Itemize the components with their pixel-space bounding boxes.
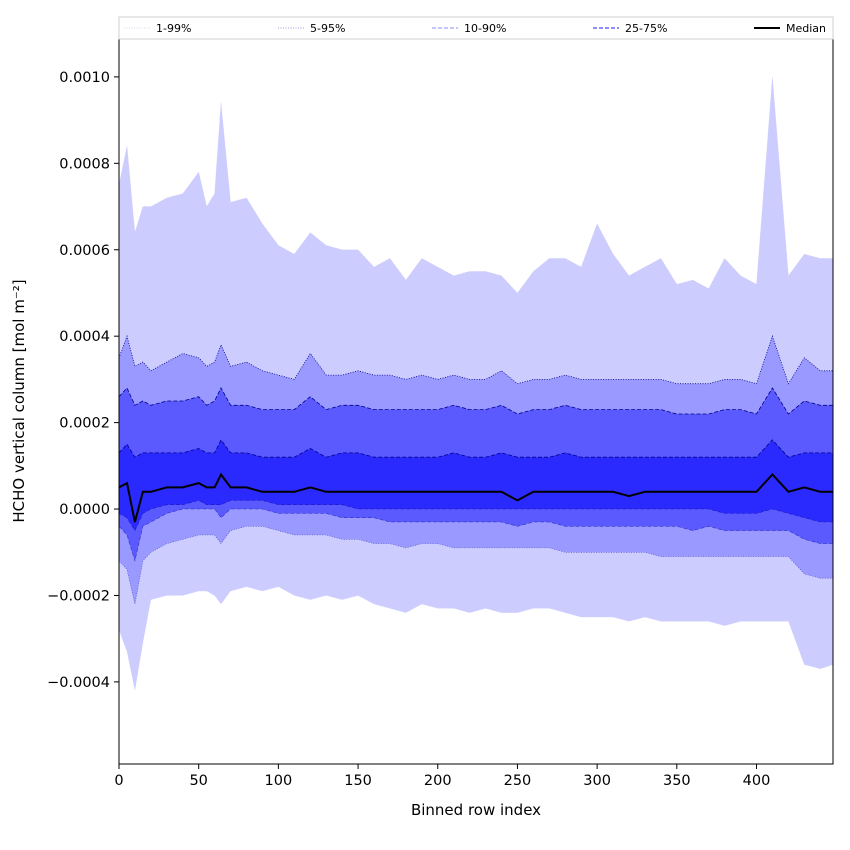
x-tick-label: 0	[114, 773, 123, 789]
x-tick-label: 250	[504, 773, 532, 789]
percentile-bands	[119, 76, 833, 691]
legend-entry-label: 5-95%	[310, 22, 345, 35]
line-5-95-lower	[118, 526, 833, 605]
y-tick-label: 0.0004	[59, 329, 110, 345]
line-10-90-lower	[118, 508, 833, 562]
legend: 1-99% 5-95% 10-90% 25-75% Median	[118, 16, 834, 40]
legend-entry-label: 25-75%	[625, 22, 667, 35]
legend-entry-label: 10-90%	[464, 22, 506, 35]
x-tick-label: 200	[424, 773, 452, 789]
x-tick-label: 100	[265, 773, 293, 789]
legend-box	[118, 16, 834, 40]
y-tick-label: 0.0006	[59, 243, 110, 259]
band-25-75	[119, 439, 833, 531]
legend-entry-label: 1-99%	[156, 22, 191, 35]
y-axis: −0.0004 −0.0002 0.0000 0.0002 0.0004 0.0006 0.…	[47, 70, 119, 691]
y-tick-label: 0.0000	[59, 502, 110, 518]
x-tick-label: 350	[663, 773, 691, 789]
x-tick-label: 50	[189, 773, 207, 789]
y-tick-label: −0.0002	[47, 588, 110, 604]
y-axis-label: HCHO vertical column [mol m⁻²]	[10, 279, 28, 522]
line-25-75-upper	[118, 439, 833, 458]
y-tick-label: 0.0008	[59, 156, 110, 172]
line-25-75-lower	[118, 500, 833, 532]
x-axis-label: Binned row index	[411, 801, 541, 819]
x-tick-label: 400	[743, 773, 771, 789]
x-tick-label: 300	[583, 773, 611, 789]
line-5-95-upper	[118, 334, 833, 385]
line-1-99-lower	[118, 586, 834, 691]
line-median	[118, 472, 833, 523]
percentile-lines	[118, 76, 834, 691]
x-axis: 0 50 100 150 200 250 300 350 400	[114, 764, 770, 789]
y-tick-label: 0.0010	[59, 70, 110, 86]
x-tick-label: 150	[344, 773, 372, 789]
y-tick-label: −0.0004	[47, 675, 110, 691]
legend-entry-label: Median	[786, 22, 826, 35]
y-tick-label: 0.0002	[59, 416, 110, 432]
line-10-90-upper	[118, 387, 833, 415]
